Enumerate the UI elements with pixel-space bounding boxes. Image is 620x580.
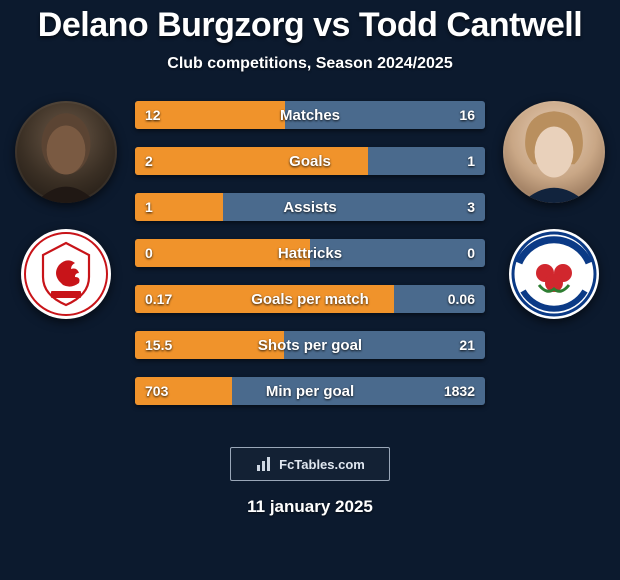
stat-row: 1216Matches (135, 101, 485, 129)
chart-icon (255, 455, 273, 473)
stat-row: 7031832Min per goal (135, 377, 485, 405)
player-right-avatar (503, 101, 605, 203)
face-placeholder-icon (503, 101, 605, 203)
club-crest-right-icon (509, 229, 599, 319)
stat-label: Matches (135, 101, 485, 129)
branding-badge: FcTables.com (230, 447, 390, 481)
stat-label: Goals (135, 147, 485, 175)
player-left-avatar (15, 101, 117, 203)
player-right-crest (509, 229, 599, 319)
comparison-panel: 1216Matches 21Goals 13Assists 00Hattricks 0.… (0, 101, 620, 421)
stat-row: 15.521Shots per goal (135, 331, 485, 359)
branding-label: FcTables.com (279, 457, 365, 472)
date-label: 11 january 2025 (0, 497, 620, 517)
stat-row: 13Assists (135, 193, 485, 221)
stat-label: Shots per goal (135, 331, 485, 359)
right-column (494, 101, 614, 319)
club-crest-left-icon (21, 229, 111, 319)
left-column (6, 101, 126, 319)
subtitle: Club competitions, Season 2024/2025 (0, 55, 620, 73)
stat-label: Hattricks (135, 239, 485, 267)
stat-row: 21Goals (135, 147, 485, 175)
stat-row: 00Hattricks (135, 239, 485, 267)
stat-label: Min per goal (135, 377, 485, 405)
stat-bars: 1216Matches 21Goals 13Assists 00Hattricks 0.… (135, 101, 485, 405)
stat-label: Goals per match (135, 285, 485, 313)
stat-label: Assists (135, 193, 485, 221)
page-title: Delano Burgzorg vs Todd Cantwell (0, 0, 620, 45)
stat-row: 0.170.06Goals per match (135, 285, 485, 313)
face-placeholder-icon (15, 101, 117, 203)
player-left-crest (21, 229, 111, 319)
